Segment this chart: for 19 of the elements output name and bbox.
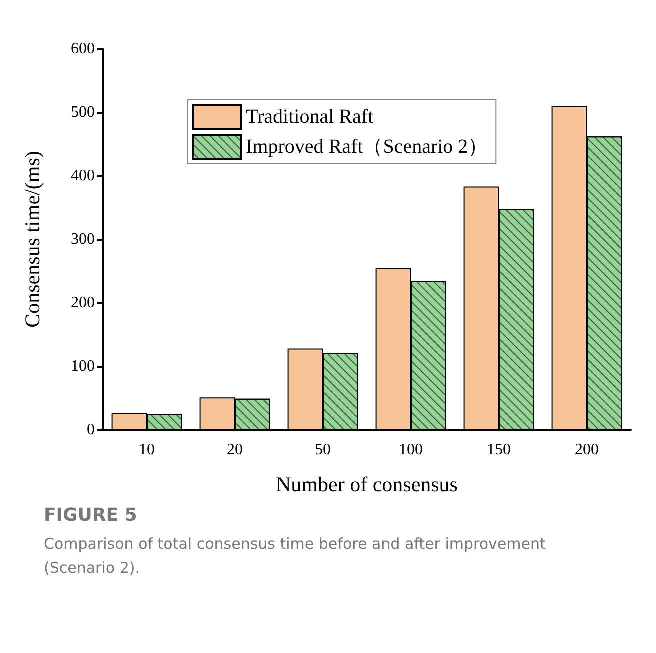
x-tick-label: 10 xyxy=(139,442,155,458)
y-tick-label: 400 xyxy=(71,168,95,184)
legend-label: Traditional Raft xyxy=(246,106,374,128)
y-tick-label: 200 xyxy=(71,294,95,312)
x-tick-label: 200 xyxy=(575,442,599,458)
text: Comparison of total consensus time before and after improvement (Scenario 2). xyxy=(44,534,547,579)
x-axis-title: Number of consensus xyxy=(276,472,458,496)
y-tick-label: 300 xyxy=(71,231,95,248)
x-tick-label: 50 xyxy=(315,442,331,458)
y-tick-label: 600 xyxy=(71,40,95,58)
y-axis-title: Consensus time/(ms) xyxy=(20,151,44,328)
y-tick-label: 0 xyxy=(87,422,95,438)
x-tick-label: 20 xyxy=(227,442,243,458)
y-tick-label: 100 xyxy=(71,358,95,375)
legend-label: Improved Raft（Scenario 2） xyxy=(246,136,488,158)
caption: FIGURE 5 xyxy=(44,505,138,526)
y-tick-label: 500 xyxy=(71,104,95,121)
x-tick-label: 150 xyxy=(487,442,511,458)
x-tick-label: 100 xyxy=(399,442,423,458)
